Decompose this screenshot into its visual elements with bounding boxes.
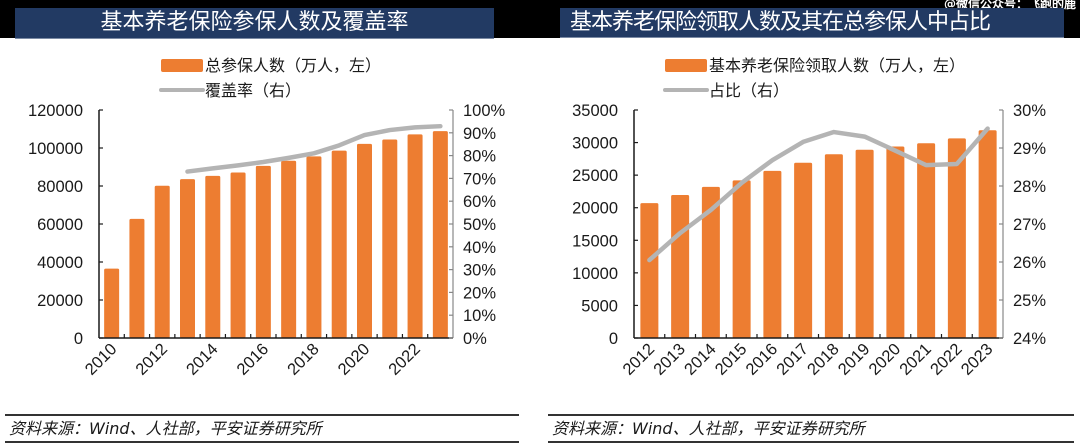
legend-bar-label: 总参保人数（万人，左） — [205, 56, 381, 75]
legend-bar-swatch — [665, 59, 707, 72]
x-tick-label-2014: 2014 — [183, 340, 222, 379]
left-tick-label-100000: 100000 — [28, 140, 83, 158]
bar-2010 — [104, 268, 120, 338]
right-tick-label-24%: 24% — [1013, 330, 1046, 348]
left-tick-label-10000: 10000 — [572, 265, 618, 283]
bar-2014 — [205, 175, 221, 338]
right-tick-label-10%: 10% — [463, 307, 496, 325]
legend-bar-label: 基本养老保险领取人数（万人，左） — [709, 56, 965, 75]
bar-2022 — [947, 138, 966, 338]
bar-2016 — [255, 165, 271, 338]
bar-2018 — [306, 156, 322, 338]
bar-2014 — [701, 186, 720, 338]
x-tick-label-2019: 2019 — [835, 340, 874, 379]
bar-2011 — [129, 218, 145, 338]
legend-line-label: 占比（右） — [709, 81, 789, 100]
left-tick-label-15000: 15000 — [572, 232, 618, 250]
right-chart-title-box: 基本养老保险领取人数及其在总参保人中占比 — [560, 8, 1064, 38]
bar-2013 — [671, 195, 690, 338]
bar-2021 — [917, 143, 936, 338]
bar-2018 — [824, 154, 843, 338]
right-tick-label-40%: 40% — [463, 239, 496, 257]
x-tick-label-2012: 2012 — [620, 340, 659, 379]
right-tick-label-80%: 80% — [463, 148, 496, 166]
right-tick-label-29%: 29% — [1013, 140, 1046, 158]
right-chart: 基本养老保险领取人数（万人，左） 占比（右） 0 5000 10000 15000 2000… — [572, 56, 1046, 379]
left-tick-label-60000: 60000 — [37, 216, 83, 234]
ratio-line — [647, 126, 990, 263]
bar-2017 — [281, 160, 297, 338]
left-tick-label-0: 0 — [609, 330, 618, 348]
x-tick-label-2017: 2017 — [773, 340, 812, 379]
bar-2023 — [978, 130, 997, 338]
bar-2020 — [357, 143, 372, 338]
watermark: @微信公众号：飞跑的鹿 — [941, 0, 1078, 11]
right-tick-label-60%: 60% — [463, 193, 496, 211]
right-tick-label-0%: 0% — [463, 330, 487, 348]
bar-2013 — [180, 179, 195, 338]
right-tick-label-70%: 70% — [463, 170, 496, 188]
left-source-note: 资料来源：Wind、人社部，平安证券研究所 — [5, 414, 519, 443]
legend-bar-swatch — [161, 59, 203, 72]
x-tick-label-2020: 2020 — [866, 340, 905, 379]
right-tick-label-90%: 90% — [463, 125, 496, 143]
bar-2012 — [154, 185, 170, 338]
x-tick-label-2016: 2016 — [743, 340, 782, 379]
left-chart-title: 基本养老保险参保人数及覆盖率 — [15, 8, 494, 39]
left-tick-label-0: 0 — [74, 330, 83, 348]
right-source-note: 资料来源：Wind、人社部，平安证券研究所 — [548, 414, 1074, 443]
right-tick-label-100%: 100% — [463, 102, 506, 120]
right-tick-label-30%: 30% — [1013, 102, 1046, 120]
bar-2019 — [855, 149, 874, 338]
right-tick-label-27%: 27% — [1013, 216, 1046, 234]
bar-2015 — [732, 180, 751, 338]
left-tick-label-120000: 120000 — [28, 102, 83, 120]
left-tick-label-20000: 20000 — [37, 292, 83, 310]
bar-2017 — [794, 162, 813, 338]
bar-2016 — [763, 170, 782, 338]
x-tick-label-2022: 2022 — [927, 340, 966, 379]
x-tick-label-2016: 2016 — [233, 340, 272, 379]
x-tick-label-2023: 2023 — [958, 340, 997, 379]
bar-2012 — [640, 203, 659, 338]
left-tick-label-20000: 20000 — [572, 200, 618, 218]
left-tick-label-80000: 80000 — [37, 178, 83, 196]
x-tick-label-2010: 2010 — [82, 340, 121, 379]
right-tick-label-30%: 30% — [463, 262, 496, 280]
right-tick-label-25%: 25% — [1013, 292, 1046, 310]
left-tick-label-40000: 40000 — [37, 254, 83, 272]
x-tick-label-2020: 2020 — [335, 340, 374, 379]
x-tick-label-2022: 2022 — [385, 340, 424, 379]
left-chart: 总参保人数（万人，左） 覆盖率（右） 0 20000 40000 60000 80000 10… — [28, 56, 506, 379]
left-tick-label-25000: 25000 — [572, 167, 618, 185]
x-tick-label-2018: 2018 — [804, 340, 843, 379]
bar-2020 — [886, 146, 905, 338]
right-tick-label-28%: 28% — [1013, 178, 1046, 196]
right-tick-label-20%: 20% — [463, 284, 496, 302]
right-tick-label-26%: 26% — [1013, 254, 1046, 272]
bar-2019 — [331, 150, 347, 338]
bar-2023 — [432, 131, 448, 338]
left-tick-label-30000: 30000 — [572, 135, 618, 153]
legend-line-label: 覆盖率（右） — [205, 81, 301, 100]
right-chart-title: 基本养老保险领取人数及其在总参保人中占比 — [570, 10, 991, 35]
x-tick-label-2015: 2015 — [712, 340, 751, 379]
bar-2021 — [382, 139, 398, 338]
left-tick-label-35000: 35000 — [572, 102, 618, 120]
left-tick-label-5000: 5000 — [581, 297, 618, 315]
x-tick-label-2018: 2018 — [284, 340, 323, 379]
x-tick-label-2021: 2021 — [896, 340, 935, 379]
bar-2015 — [230, 172, 246, 338]
x-tick-label-2013: 2013 — [650, 340, 689, 379]
x-tick-label-2014: 2014 — [681, 340, 720, 379]
x-tick-label-2012: 2012 — [132, 340, 171, 379]
bar-2022 — [407, 134, 423, 338]
right-tick-label-50%: 50% — [463, 216, 496, 234]
